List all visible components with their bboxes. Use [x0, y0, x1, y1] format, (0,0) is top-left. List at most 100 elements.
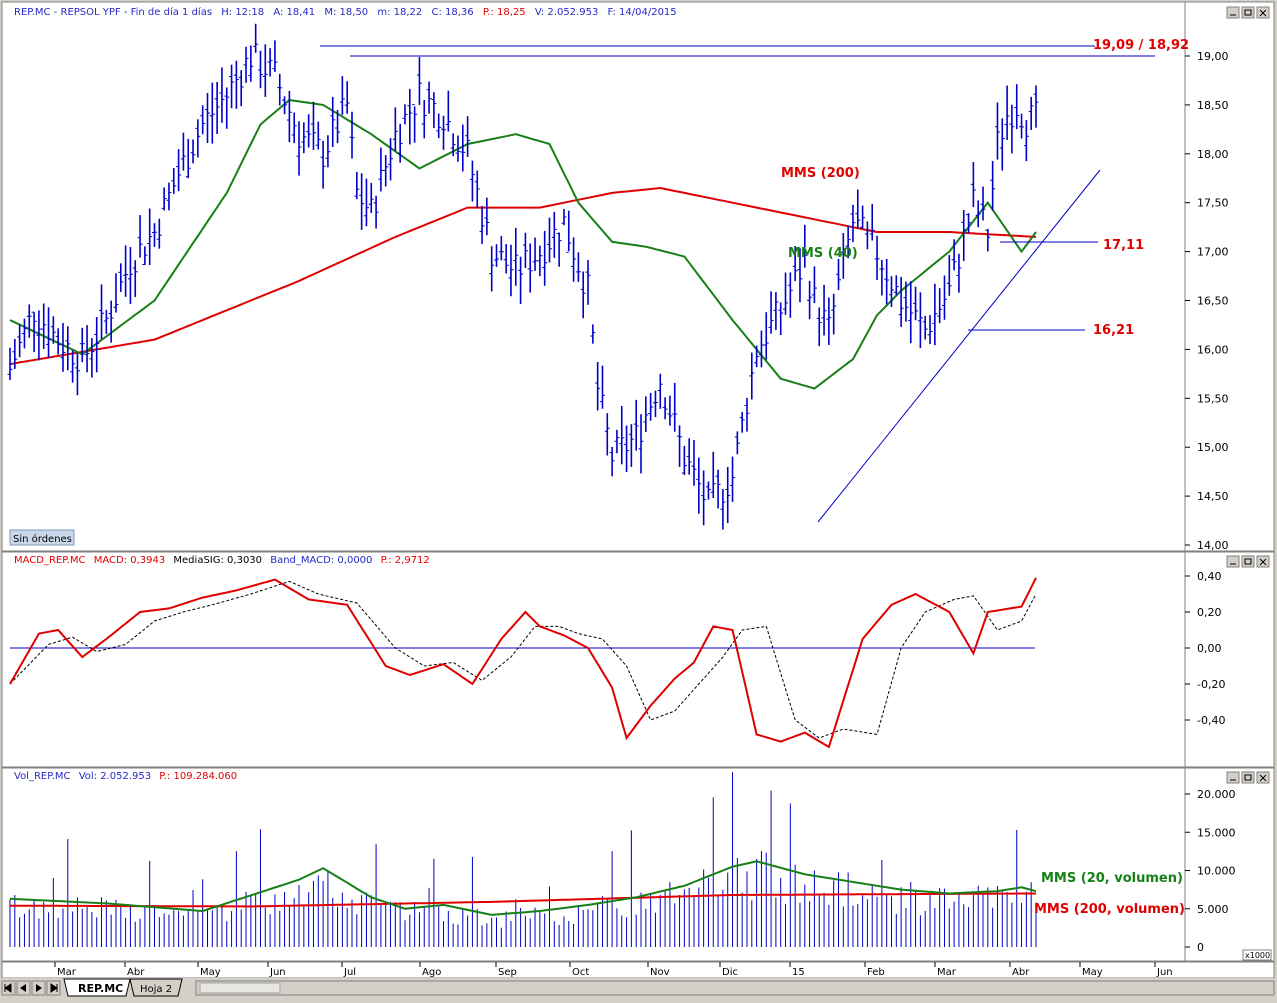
x-tick-label: Jun	[269, 967, 286, 978]
x-tick-label: Jun	[1156, 967, 1173, 978]
vol-mms200-line	[10, 892, 1036, 908]
x-tick-label: May	[1082, 967, 1103, 978]
volume-axis: 20.000 15.000 10.000 5.000 0	[1185, 788, 1236, 954]
macd-tick-label: 0,40	[1197, 570, 1222, 583]
x-tick-label: Abr	[127, 967, 145, 978]
x-tick-label: Jul	[343, 967, 356, 978]
price-header-f: F: 14/04/2015	[608, 7, 677, 18]
volume-tick-label: 5.000	[1197, 903, 1229, 916]
tab-hoja-2[interactable]	[129, 978, 183, 997]
volume-header-p: P.: 109.284.060	[159, 771, 237, 782]
price-header-p: P.: 18,25	[483, 7, 526, 18]
price-tick-label: 18,50	[1197, 99, 1229, 112]
scrollbar-thumb[interactable]	[199, 982, 281, 994]
price-header-low: m: 18,22	[377, 7, 422, 18]
price-axis: 19,00 18,50 18,00 17,50 17,00 16,50 16,00 15,50…	[1185, 50, 1229, 552]
price-tick-label: 17,00	[1197, 246, 1229, 259]
macd-panel[interactable]	[1, 551, 1275, 768]
resistance-label: 19,09 / 18,92	[1093, 38, 1189, 53]
x-tick-label: 15	[792, 967, 805, 978]
price-header-v: V: 2.052.953	[535, 7, 598, 18]
scale-note-box	[1242, 949, 1272, 961]
volume-maximize-icon	[1244, 774, 1252, 781]
volume-minimize-button[interactable]	[1226, 771, 1240, 784]
minimize-button[interactable]	[1226, 6, 1240, 19]
sin-ordenes-label: Sin órdenes	[13, 533, 72, 545]
x-tick-label: Ago	[422, 967, 441, 978]
macd-maximize-button[interactable]	[1241, 555, 1255, 568]
price-tick-label: 15,50	[1197, 392, 1229, 405]
sin-ordenes-button[interactable]	[9, 529, 75, 546]
macd-axis: 0,40 0,20 0,00 -0,20 -0,40	[1185, 570, 1225, 727]
macd-signal-line	[9, 580, 1037, 739]
volume-panel[interactable]	[1, 767, 1275, 962]
macd-header: MACD_REP.MC MACD: 0,3943 MediaSIG: 0,303…	[14, 555, 430, 566]
macd-minimize-button[interactable]	[1226, 555, 1240, 568]
volume-header-vol: Vol: 2.052.953	[79, 771, 151, 782]
x-tick-label: Nov	[650, 967, 670, 978]
price-header-c: C: 18,36	[431, 7, 473, 18]
macd-tick-label: -0,20	[1197, 678, 1225, 691]
price-tick-label: 18,00	[1197, 148, 1229, 161]
last-icon	[50, 983, 58, 993]
mms40-label: MMS (40)	[788, 246, 858, 261]
price-header-m: M: 18,50	[324, 7, 368, 18]
price-tick-label: 17,50	[1197, 197, 1229, 210]
horizontal-scrollbar[interactable]	[195, 980, 1275, 996]
macd-tick-label: 0,20	[1197, 606, 1222, 619]
mms200-label: MMS (200)	[781, 166, 860, 181]
x-tick-label: Mar	[57, 967, 77, 978]
macd-window-controls	[1226, 555, 1270, 568]
next-icon	[36, 984, 42, 992]
tab-hoja-2-label: Hoja 2	[140, 984, 172, 995]
price-panel[interactable]	[1, 1, 1275, 552]
x-tick-label: Oct	[572, 967, 589, 978]
vol-mms20-line	[9, 860, 1037, 916]
x-tick-label: Feb	[867, 967, 885, 978]
price-tick-label: 14,00	[1197, 539, 1229, 552]
maximize-button[interactable]	[1241, 6, 1255, 19]
price-tick-label: 16,50	[1197, 295, 1229, 308]
macd-close-icon	[1259, 558, 1267, 566]
first-icon	[4, 983, 12, 993]
volume-tick-label: 15.000	[1197, 826, 1236, 839]
prev-icon	[20, 984, 26, 992]
macd-header-macd: MACD: 0,3943	[94, 555, 166, 566]
volume-maximize-button[interactable]	[1241, 771, 1255, 784]
price-window-controls	[1226, 6, 1270, 19]
volume-header: Vol_REP.MC Vol: 2.052.953 P.: 109.284.06…	[14, 771, 237, 782]
volume-tick-label: 20.000	[1197, 788, 1236, 801]
trendline	[817, 169, 1101, 523]
macd-header-p: P.: 2,9712	[381, 555, 430, 566]
tab-rep-mc[interactable]	[63, 978, 131, 997]
price-header-symbol: REP.MC - REPSOL YPF - Fin de día 1 días	[14, 6, 212, 18]
vol-mms200-label: MMS (200, volumen)	[1034, 902, 1185, 917]
volume-header-name: Vol_REP.MC	[14, 771, 71, 782]
tab-nav	[1, 980, 61, 996]
scale-note: x1000	[1245, 951, 1270, 960]
level-lower-label: 16,21	[1093, 323, 1134, 338]
mms200-line	[9, 186, 1037, 366]
x-tick-label: Abr	[1012, 967, 1030, 978]
macd-header-name: MACD_REP.MC	[14, 555, 86, 566]
x-tick-label: Sep	[498, 967, 517, 978]
volume-tick-label: 0	[1197, 941, 1204, 954]
price-bars	[7, 23, 1039, 530]
mms40-line	[9, 98, 1037, 390]
price-header-a: A: 18,41	[273, 7, 315, 18]
volume-tick-label: 10.000	[1197, 865, 1236, 878]
macd-header-signal: MediaSIG: 0,3030	[173, 555, 262, 566]
macd-header-band: Band_MACD: 0,0000	[270, 555, 372, 566]
level-upper-label: 17,11	[1103, 238, 1144, 253]
price-header-h: H: 12:18	[221, 7, 264, 18]
price-tick-label: 14,50	[1197, 490, 1229, 503]
price-header: REP.MC - REPSOL YPF - Fin de día 1 días …	[14, 6, 677, 18]
close-icon	[1259, 9, 1267, 17]
tab-rep-mc-label: REP.MC	[78, 982, 123, 995]
volume-close-icon	[1259, 774, 1267, 782]
price-tick-label: 15,00	[1197, 441, 1229, 454]
x-tick-label: Mar	[937, 967, 957, 978]
x-tick-label: Dic	[722, 967, 738, 978]
macd-line	[9, 577, 1037, 749]
